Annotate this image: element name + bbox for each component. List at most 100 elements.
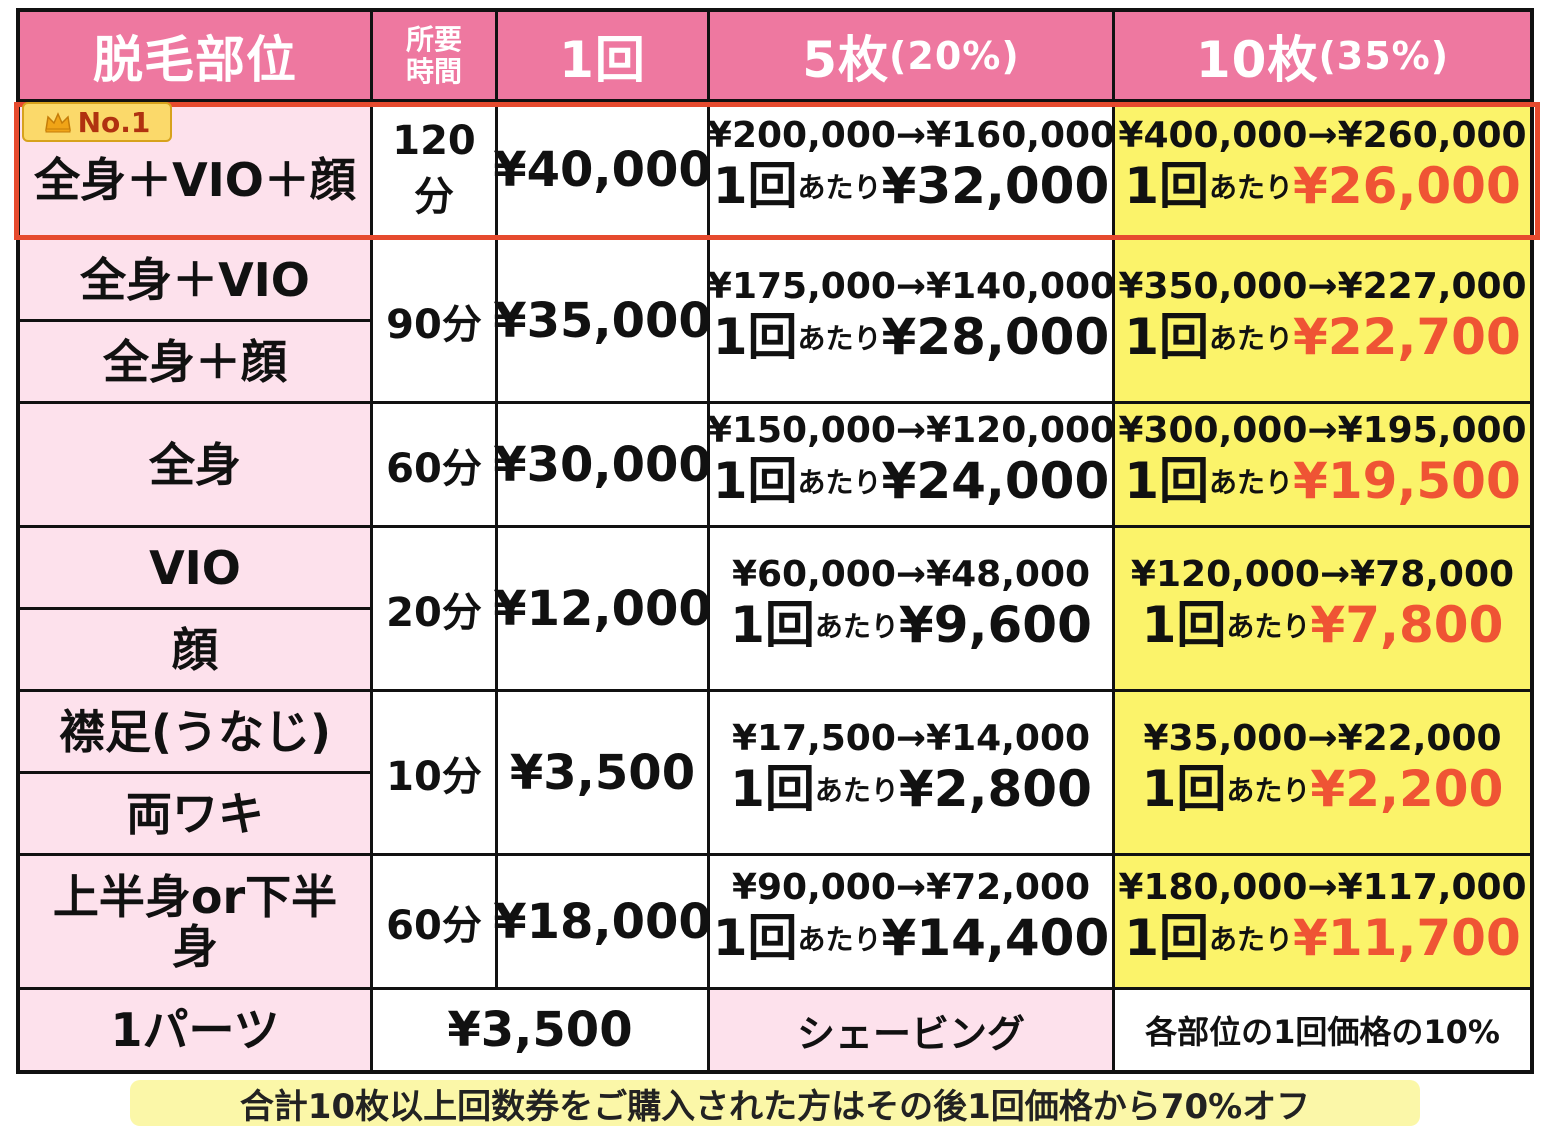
row4-part-a-label: 襟足(うなじ) xyxy=(58,704,332,759)
per-one: 1回 xyxy=(712,307,798,366)
row1-part-a: 全身＋VIO xyxy=(20,240,373,322)
row4-five-per: 1回あたり¥2,800 xyxy=(730,761,1092,829)
row5-ten-range: ¥180,000→¥117,000 xyxy=(1118,866,1527,908)
last-price-label: ¥3,500 xyxy=(447,1002,633,1058)
row1-ten: ¥350,000→¥227,000 1回あたり¥22,700 xyxy=(1115,240,1530,404)
crown-icon xyxy=(44,112,71,133)
row0-ten-amt: ¥26,000 xyxy=(1293,156,1521,215)
last-price: ¥3,500 xyxy=(373,990,710,1070)
row2-ten-range: ¥300,000→¥195,000 xyxy=(1118,409,1527,451)
row1-five-per: 1回あたり¥28,000 xyxy=(713,309,1110,377)
per-one: 1回 xyxy=(712,156,798,215)
footer-note-label: 合計10枚以上回数券をご購入された方はその後1回価格から70%オフ xyxy=(239,1086,1311,1127)
row3-part-a: VIO xyxy=(20,528,373,610)
row2-five-amt: ¥24,000 xyxy=(881,451,1110,510)
row3-ten-amt: ¥7,800 xyxy=(1310,595,1504,654)
row2-five-range: ¥150,000→¥120,000 xyxy=(706,409,1116,451)
header-one-time: 1回 xyxy=(498,12,710,102)
row2-time: 60分 xyxy=(373,404,498,528)
last-shaving: シェービング xyxy=(710,990,1115,1070)
row4-price-label: ¥3,500 xyxy=(509,744,696,801)
row3-five-per: 1回あたり¥9,600 xyxy=(730,597,1092,665)
row1-five-amt: ¥28,000 xyxy=(881,307,1110,366)
row2-part-label: 全身 xyxy=(149,437,241,492)
per-atari: あたり xyxy=(797,465,882,499)
row3-time: 20分 xyxy=(373,528,498,692)
header-ten-pct: (35%) xyxy=(1318,33,1450,78)
row1-price-label: ¥35,000 xyxy=(493,292,712,349)
last-shaving-note-label: 各部位の1回価格の10% xyxy=(1145,1013,1500,1051)
row4-part-b: 両ワキ xyxy=(20,774,373,856)
row4-ten-amt: ¥2,200 xyxy=(1310,759,1504,818)
row3-part-b-label: 顔 xyxy=(172,622,218,677)
row0-part: 全身＋VIO＋顔 xyxy=(20,102,373,240)
per-one: 1回 xyxy=(712,908,798,967)
row1-ten-per: 1回あたり¥22,700 xyxy=(1124,309,1521,377)
row2-five-per: 1回あたり¥24,000 xyxy=(713,453,1110,521)
row5-five-amt: ¥14,400 xyxy=(881,908,1110,967)
row0-five-per: 1回あたり¥32,000 xyxy=(713,158,1110,226)
row0-price-label: ¥40,000 xyxy=(493,141,712,198)
no1-badge: No.1 xyxy=(22,102,172,142)
footer-note: 合計10枚以上回数券をご購入された方はその後1回価格から70%オフ xyxy=(130,1080,1420,1127)
per-atari: あたり xyxy=(797,321,882,355)
row2-ten-per: 1回あたり¥19,500 xyxy=(1124,453,1521,521)
row4-five: ¥17,500→¥14,000 1回あたり¥2,800 xyxy=(710,692,1115,856)
row2-five: ¥150,000→¥120,000 1回あたり¥24,000 xyxy=(706,404,1116,528)
row2-price: ¥30,000 xyxy=(493,404,712,528)
row2-price-label: ¥30,000 xyxy=(493,436,712,493)
row5-part-label: 上半身or下半身 xyxy=(52,869,338,974)
header-ten-label: 10枚 xyxy=(1195,30,1319,89)
row3-five-amt: ¥9,600 xyxy=(898,595,1092,654)
row3-part-a-label: VIO xyxy=(149,540,241,595)
per-atari: あたり xyxy=(797,922,882,956)
per-atari: あたり xyxy=(1209,170,1294,204)
row1-time-label: 90分 xyxy=(386,301,482,348)
last-shaving-note: 各部位の1回価格の10% xyxy=(1115,990,1530,1070)
row1-price: ¥35,000 xyxy=(493,240,712,404)
row4-ten-range: ¥35,000→¥22,000 xyxy=(1143,717,1502,759)
row0-ten-per: 1回あたり¥26,000 xyxy=(1124,158,1521,226)
per-one: 1回 xyxy=(712,451,798,510)
header-five-pct: (20%) xyxy=(889,33,1020,78)
row1-five-range: ¥175,000→¥140,000 xyxy=(706,265,1116,307)
row2-ten-amt: ¥19,500 xyxy=(1293,451,1521,510)
per-atari: あたり xyxy=(814,773,899,807)
row4-time-label: 10分 xyxy=(386,753,482,800)
per-atari: あたり xyxy=(797,170,882,204)
row3-five: ¥60,000→¥48,000 1回あたり¥9,600 xyxy=(710,528,1115,692)
per-atari: あたり xyxy=(1209,465,1294,499)
row0-time-label: 120分 xyxy=(392,117,476,220)
row5-part: 上半身or下半身 xyxy=(20,856,373,990)
row5-ten-amt: ¥11,700 xyxy=(1293,908,1521,967)
row5-five-per: 1回あたり¥14,400 xyxy=(713,910,1110,978)
per-one: 1回 xyxy=(1124,908,1210,967)
per-atari: あたり xyxy=(1209,922,1294,956)
row5-ten: ¥180,000→¥117,000 1回あたり¥11,700 xyxy=(1115,856,1530,990)
row0-five-range: ¥200,000→¥160,000 xyxy=(706,114,1116,156)
row0-five-amt: ¥32,000 xyxy=(881,156,1110,215)
row0-price: ¥40,000 xyxy=(493,102,712,240)
row4-five-range: ¥17,500→¥14,000 xyxy=(731,717,1091,759)
row1-part-b-label: 全身＋顔 xyxy=(103,334,287,389)
row0-time: 120分 xyxy=(373,102,498,240)
row2-part: 全身 xyxy=(20,404,373,528)
per-one: 1回 xyxy=(730,759,815,818)
per-one: 1回 xyxy=(1124,156,1210,215)
row4-part-b-label: 両ワキ xyxy=(126,786,264,841)
row0-ten-range: ¥400,000→¥260,000 xyxy=(1118,114,1527,156)
header-one-time-label: 1回 xyxy=(559,30,646,89)
row3-price-label: ¥12,000 xyxy=(493,580,712,637)
per-one: 1回 xyxy=(1124,307,1210,366)
per-one: 1回 xyxy=(1124,451,1210,510)
row1-time: 90分 xyxy=(373,240,498,404)
per-atari: あたり xyxy=(1226,773,1311,807)
row0-five: ¥200,000→¥160,000 1回あたり¥32,000 xyxy=(706,102,1116,240)
row2-ten: ¥300,000→¥195,000 1回あたり¥19,500 xyxy=(1115,404,1530,528)
row0-ten: ¥400,000→¥260,000 1回あたり¥26,000 xyxy=(1115,102,1530,240)
per-atari: あたり xyxy=(1226,609,1311,643)
per-one: 1回 xyxy=(1141,595,1227,654)
row5-time-label: 60分 xyxy=(386,902,482,949)
row4-five-amt: ¥2,800 xyxy=(898,759,1092,818)
row3-ten-per: 1回あたり¥7,800 xyxy=(1142,597,1504,665)
